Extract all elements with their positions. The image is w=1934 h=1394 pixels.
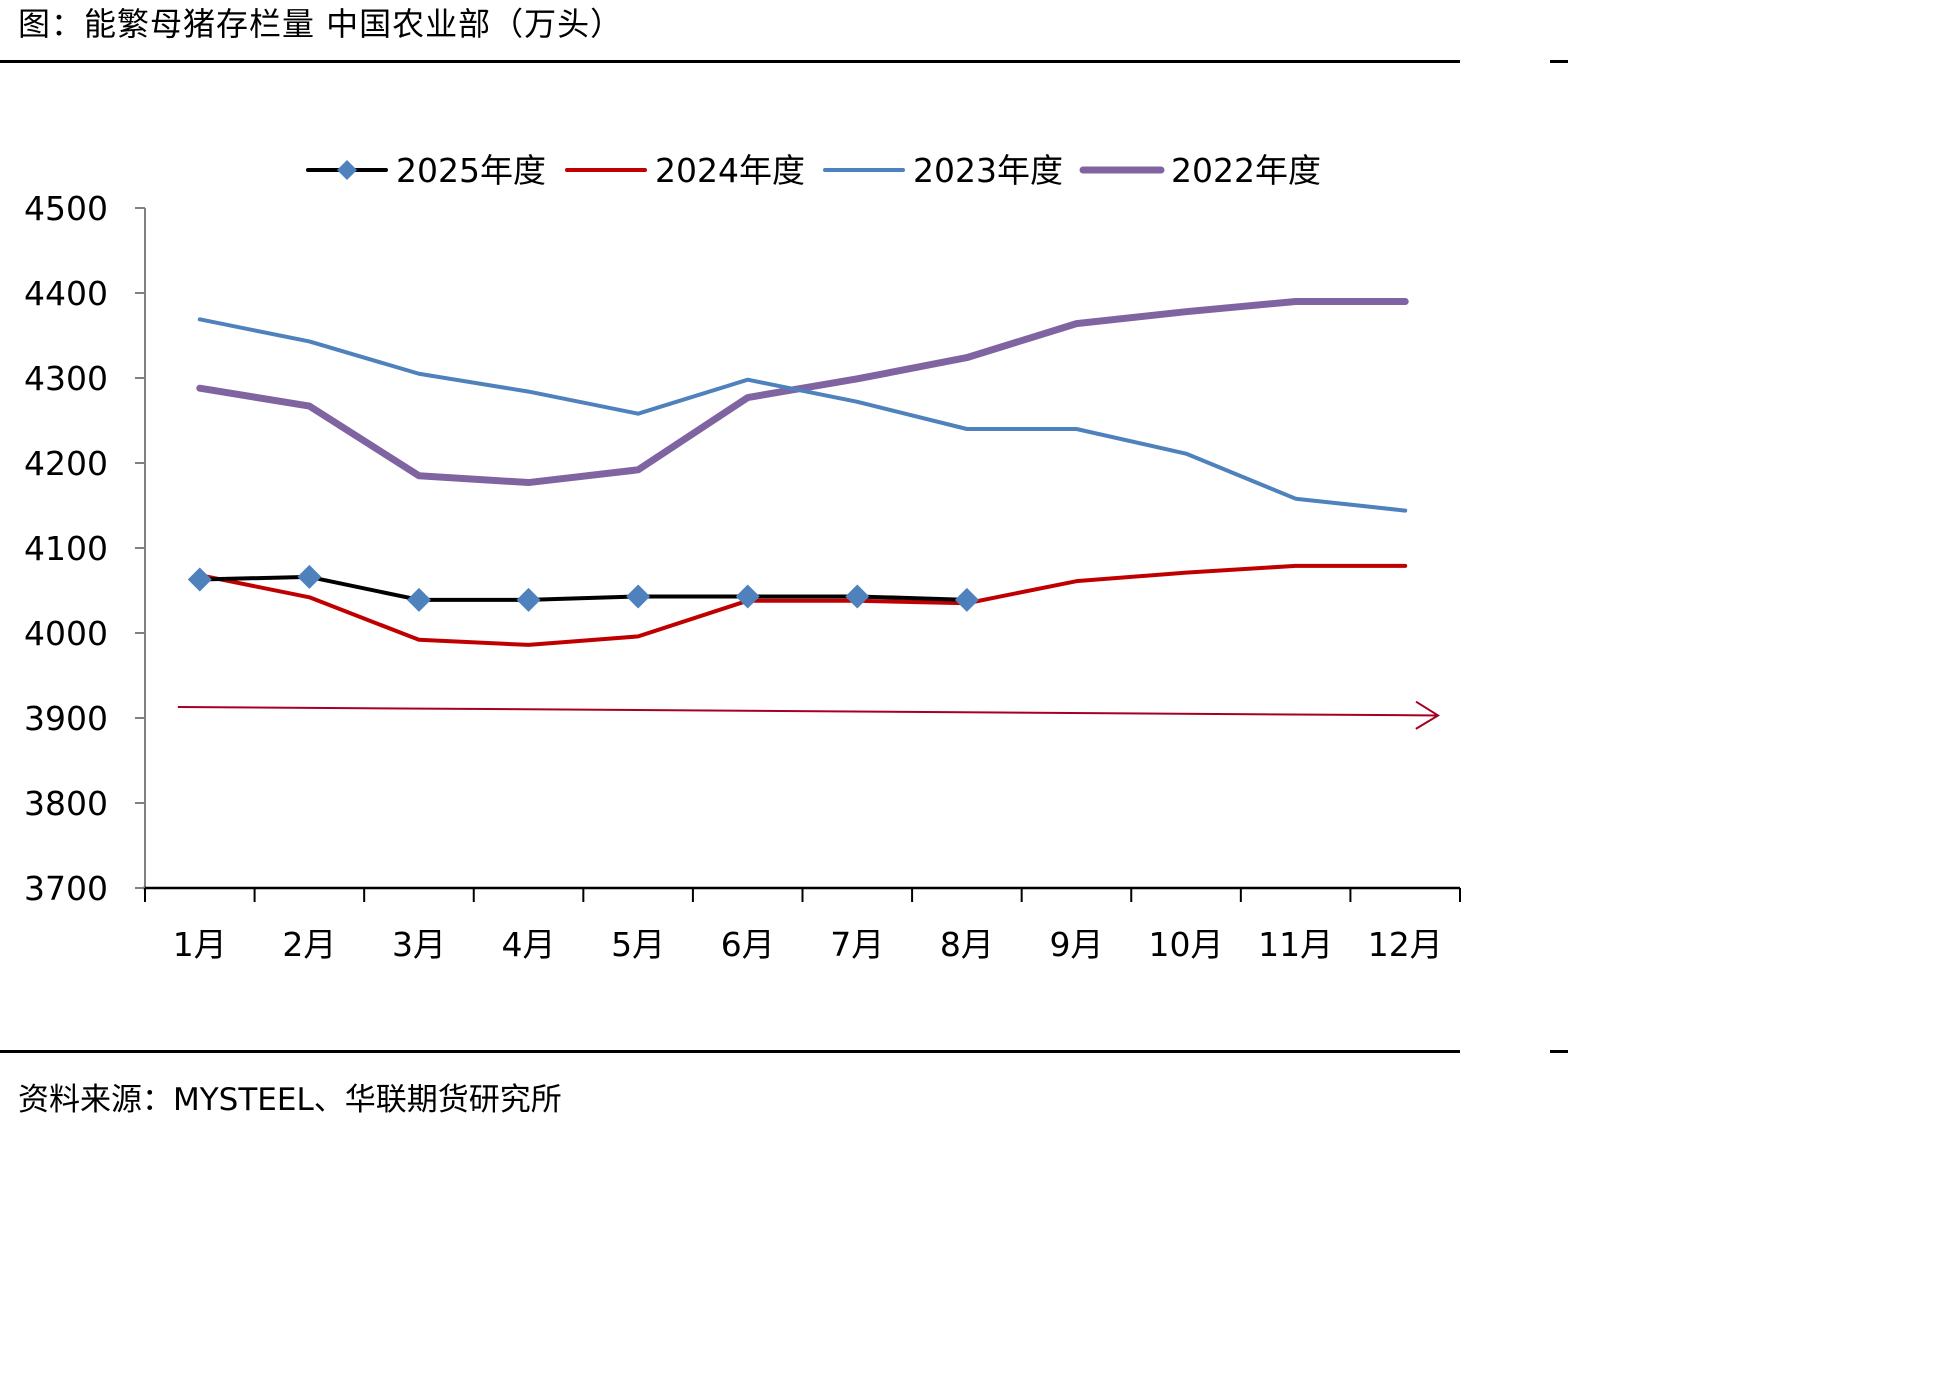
x-tick-label: 12月 bbox=[1368, 925, 1443, 964]
x-tick-label: 8月 bbox=[940, 925, 994, 964]
y-tick-label: 3900 bbox=[24, 699, 108, 738]
y-tick-label: 4400 bbox=[24, 274, 108, 313]
x-tick-label: 11月 bbox=[1258, 925, 1333, 964]
y-tick-label: 3700 bbox=[24, 869, 108, 908]
x-tick-label: 1月 bbox=[173, 925, 227, 964]
series-2025-point bbox=[297, 564, 322, 589]
legend-2025-label: 2025年度 bbox=[396, 151, 546, 190]
series-2023-line bbox=[197, 317, 1408, 513]
legend-2024-label: 2024年度 bbox=[655, 151, 805, 190]
legend-2022-label: 2022年度 bbox=[1171, 151, 1321, 190]
y-tick-label: 4500 bbox=[24, 189, 108, 228]
arrow-head bbox=[1415, 700, 1440, 730]
y-tick-label: 4200 bbox=[24, 444, 108, 483]
legend-2023-label: 2023年度 bbox=[913, 151, 1063, 190]
y-tick-label: 4100 bbox=[24, 529, 108, 568]
series-2022-line bbox=[196, 298, 1409, 487]
figure-title: 图：能繁母猪存栏量 中国农业部（万头） bbox=[18, 5, 624, 43]
series-2025-point bbox=[516, 587, 541, 612]
series-2025-line bbox=[197, 574, 969, 602]
series-2025-point bbox=[187, 567, 212, 592]
x-tick-label: 6月 bbox=[721, 925, 775, 964]
bottom-rule-right-stub bbox=[1550, 1050, 1568, 1053]
series-2025-point bbox=[626, 584, 651, 609]
series-2025-point bbox=[954, 587, 979, 612]
top-rule-right-stub bbox=[1550, 60, 1568, 63]
x-tick-label: 7月 bbox=[830, 925, 884, 964]
line-chart: 3700 3800 3900 4000 4100 4200 4300 4400 4500 1月 2… bbox=[24, 151, 1461, 964]
top-rule bbox=[0, 60, 1460, 63]
y-tick-label: 4300 bbox=[24, 359, 108, 398]
series-2025-point bbox=[845, 584, 870, 609]
x-axis-ticks: 1月 2月 3月 4月 5月 6月 7月 8月 9月 10月 11月 12月 bbox=[144, 888, 1461, 964]
legend-2025-marker bbox=[337, 160, 357, 180]
arrow-shaft bbox=[177, 705, 1439, 717]
axes bbox=[143, 208, 1460, 900]
series-2024-line bbox=[197, 563, 1408, 647]
x-tick-label: 3月 bbox=[392, 925, 446, 964]
x-tick-label: 2月 bbox=[282, 925, 336, 964]
y-axis-ticks: 3700 3800 3900 4000 4100 4200 4300 4400 4500 bbox=[24, 189, 145, 908]
y-tick-label: 3800 bbox=[24, 784, 108, 823]
series-2025-point bbox=[735, 584, 760, 609]
bottom-rule bbox=[0, 1050, 1460, 1053]
y-tick-label: 4000 bbox=[24, 614, 108, 653]
series-lines bbox=[187, 298, 1409, 647]
series-2025-point bbox=[406, 587, 431, 612]
legend: 2025年度 2024年度 2023年度 2022年度 bbox=[306, 151, 1321, 190]
x-tick-label: 10月 bbox=[1149, 925, 1224, 964]
x-tick-label: 5月 bbox=[611, 925, 665, 964]
x-tick-label: 9月 bbox=[1049, 925, 1103, 964]
annotation-arrow bbox=[177, 700, 1440, 730]
x-tick-label: 4月 bbox=[502, 925, 556, 964]
source-note: 资料来源：MYSTEEL、华联期货研究所 bbox=[18, 1082, 562, 1118]
